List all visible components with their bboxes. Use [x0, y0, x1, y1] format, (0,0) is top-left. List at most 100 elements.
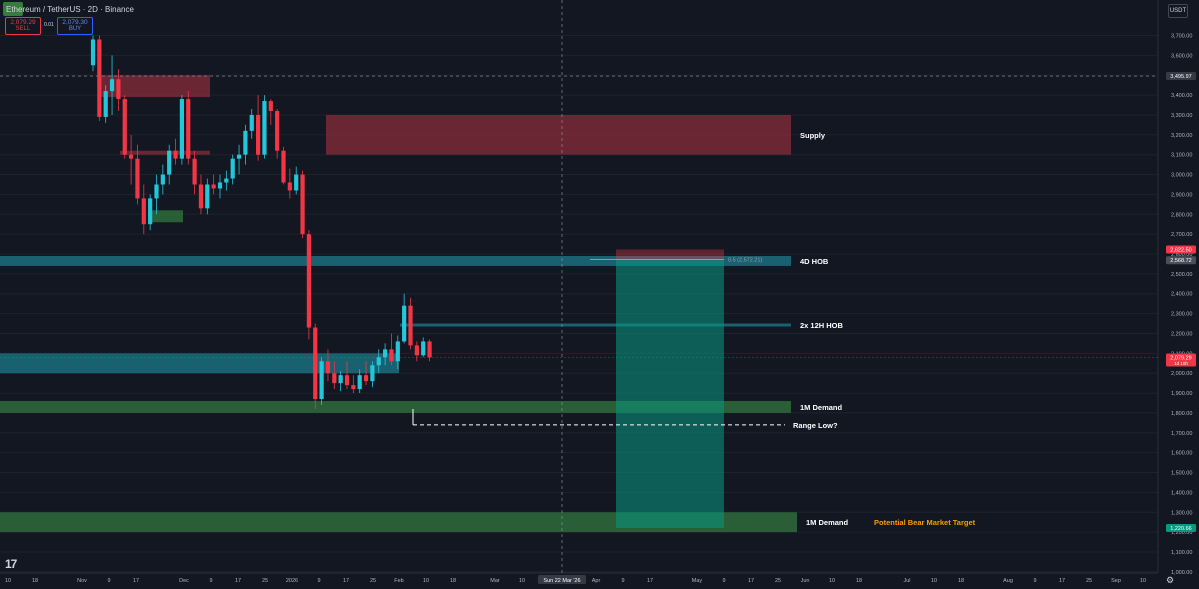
- x-tick-label: 10: [829, 578, 835, 584]
- candle-body: [281, 150, 286, 183]
- y-tick-label: 2,800.00: [1171, 212, 1192, 218]
- buy-button[interactable]: 2,079.30 BUY: [57, 17, 93, 35]
- x-tick-label: 9: [209, 578, 212, 584]
- x-tick-label: 25: [262, 578, 268, 584]
- zone-box: [326, 114, 791, 155]
- candle-body: [103, 91, 108, 117]
- price-badge: [1166, 245, 1196, 254]
- price-badge: [1166, 72, 1196, 81]
- zone-label: 1M Demand: [800, 403, 843, 412]
- y-tick-label: 2,300.00: [1171, 312, 1192, 318]
- range-low-label: Range Low?: [793, 421, 838, 430]
- zone-box: [150, 210, 183, 223]
- candle-body: [154, 184, 159, 199]
- x-tick-label: 17: [748, 578, 754, 584]
- candle-body: [300, 174, 305, 235]
- candle-body: [332, 373, 337, 384]
- x-tick-label: 17: [647, 578, 653, 584]
- x-tick-label: Nov: [77, 578, 87, 584]
- candle-body: [287, 182, 292, 191]
- price-badge-label: 3,495.97: [1170, 74, 1191, 80]
- candle-body: [383, 349, 388, 358]
- candle-body: [230, 158, 235, 179]
- symbol-title[interactable]: Ethereum / TetherUS · 2D · Binance: [6, 5, 134, 14]
- price-badge: [1166, 256, 1196, 265]
- candle-body: [129, 154, 134, 159]
- currency-selector[interactable]: USDT: [1168, 4, 1188, 18]
- x-tick-label: May: [692, 578, 703, 584]
- candle-body: [402, 305, 407, 342]
- y-tick-label: 3,200.00: [1171, 133, 1192, 139]
- y-tick-label: 2,200.00: [1171, 331, 1192, 337]
- y-tick-label: 1,100.00: [1171, 550, 1192, 556]
- symbol-header: Ethereum / TetherUS · 2D · Binance 2,079…: [0, 0, 260, 35]
- x-tick-label: 10: [931, 578, 937, 584]
- y-tick-label: 2,900.00: [1171, 192, 1192, 198]
- x-tick-label: 9: [317, 578, 320, 584]
- x-tick-label: 10: [519, 578, 525, 584]
- candle-body: [256, 114, 261, 155]
- candle-body: [306, 234, 311, 328]
- x-tick-label: 10: [5, 578, 11, 584]
- candle-body: [427, 341, 432, 358]
- x-tick-label: 10: [423, 578, 429, 584]
- gear-icon[interactable]: ⚙: [1166, 575, 1175, 585]
- x-tick-label: 9: [722, 578, 725, 584]
- x-tick-label: 9: [621, 578, 624, 584]
- zone-label: Supply: [800, 131, 826, 140]
- x-tick-label: 25: [370, 578, 376, 584]
- candle-body: [109, 79, 115, 92]
- spread-value: 0.01: [44, 22, 54, 28]
- x-tick-label: Mar: [490, 578, 500, 584]
- y-tick-label: 1,200.00: [1171, 530, 1192, 536]
- candle-body: [262, 101, 267, 155]
- zone-label: 1M Demand: [806, 518, 849, 527]
- price-badge-label: 1,220.66: [1170, 526, 1191, 532]
- tradingview-logo-icon[interactable]: 17: [5, 557, 17, 571]
- y-tick-label: 2,700.00: [1171, 232, 1192, 238]
- x-tick-label: 25: [775, 578, 781, 584]
- zone-box: [0, 401, 791, 413]
- candle-body: [160, 174, 165, 185]
- candle-body: [179, 99, 184, 159]
- candle-body: [186, 99, 191, 159]
- x-tick-label: 9: [1033, 578, 1036, 584]
- candle-body: [294, 174, 299, 191]
- candle-body: [198, 184, 204, 209]
- candle-body: [408, 305, 413, 346]
- zone-box: [400, 323, 791, 327]
- buy-price: 2,079.30: [62, 19, 88, 26]
- y-tick-label: 1,300.00: [1171, 510, 1192, 516]
- y-tick-label: 3,000.00: [1171, 173, 1192, 179]
- candle-body: [167, 150, 172, 175]
- x-tick-label: 10: [1140, 578, 1146, 584]
- candle-body: [357, 375, 362, 390]
- x-tick-label: 18: [450, 578, 456, 584]
- sell-button[interactable]: 2,079.29 SELL: [5, 17, 41, 35]
- zone-box: [100, 75, 210, 98]
- position-stop-zone: [616, 249, 724, 261]
- bear-target-annotation: Potential Bear Market Target: [874, 518, 976, 527]
- y-tick-label: 2,400.00: [1171, 292, 1192, 298]
- candle-body: [313, 327, 318, 400]
- x-tick-label: Jun: [801, 578, 810, 584]
- candle-body: [192, 158, 197, 185]
- candle-body: [275, 110, 280, 151]
- y-tick-label: 3,600.00: [1171, 53, 1192, 59]
- x-tick-label: 17: [1059, 578, 1065, 584]
- candle-body: [236, 154, 242, 159]
- candle-body: [249, 114, 254, 131]
- price-badge-label: 2,568.72: [1170, 258, 1191, 264]
- zone-box: [120, 150, 210, 155]
- y-tick-label: 1,700.00: [1171, 431, 1192, 437]
- candle-body: [325, 361, 331, 374]
- candle-body: [243, 130, 248, 155]
- y-tick-label: 1,800.00: [1171, 411, 1192, 417]
- y-tick-label: 3,400.00: [1171, 93, 1192, 99]
- x-tick-label: Apr: [592, 578, 601, 584]
- candle-body: [319, 361, 324, 400]
- sell-label: SELL: [15, 26, 31, 32]
- candle-body: [211, 184, 216, 189]
